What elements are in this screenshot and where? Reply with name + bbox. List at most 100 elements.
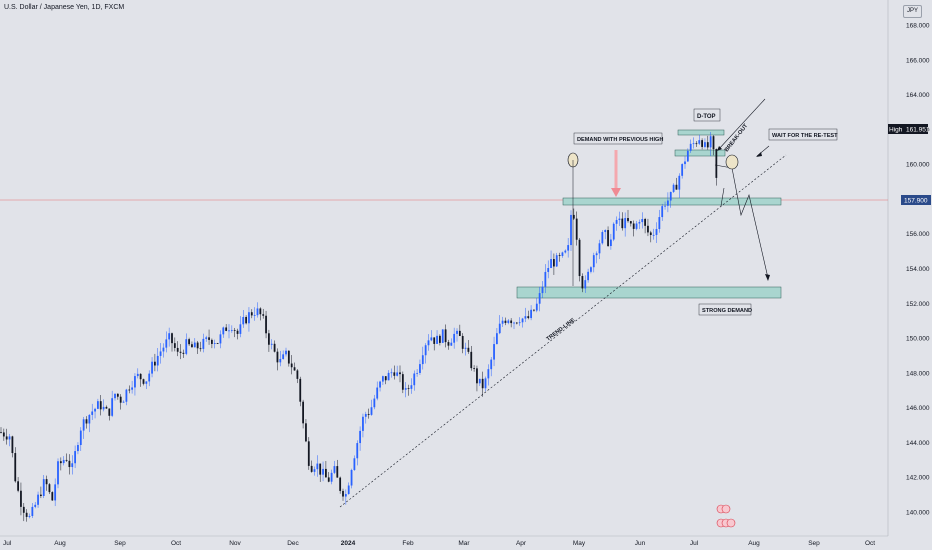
candle-body [2,432,5,437]
chart-title: U.S. Dollar / Japanese Yen, 1D, FXCM [4,4,125,11]
demand-previous-high-box [573,132,663,145]
candle-body [248,312,250,324]
candle-body [108,408,111,416]
candle-body [607,230,609,247]
candle-body [45,479,48,485]
candle-body [14,453,17,482]
candle-body [629,221,632,224]
candle-body [91,411,94,415]
demand-zone[interactable] [562,197,782,206]
candle-body [601,232,604,244]
candle-body [544,271,547,287]
candle-body [256,308,259,316]
candle-body [171,333,173,344]
candle-body [159,351,162,356]
candle-body [382,376,384,382]
candle-body [350,469,353,486]
candle-body [25,512,28,517]
candle-body [555,255,558,267]
candle-body [162,347,165,352]
strong-demand-box [698,303,752,316]
event-icons[interactable] [716,504,736,528]
candle-body [342,490,344,497]
candle-body [151,361,153,374]
price-tick-label: 146.000 [906,405,930,412]
candle-body [496,333,498,345]
candle-body [584,280,587,289]
candle-body [279,358,282,363]
candle-body [441,329,444,343]
candle-body [0,431,2,433]
red-arrow-head [611,188,621,197]
candle-body [638,222,641,224]
candle-body [34,504,37,507]
candle-body [259,308,262,315]
candle-body [427,340,430,346]
candle-body [114,393,116,399]
candle-body [450,342,453,346]
candle-body [296,370,299,379]
time-tick-label: Nov [229,540,241,547]
candle-body [410,385,413,389]
candle-body [399,372,401,375]
time-tick-label: Aug [54,540,66,547]
candle-body [339,477,342,491]
time-tick-label: Jun [635,540,646,547]
candle-body [219,334,222,344]
d-top-zone[interactable] [677,129,725,136]
high-price-tag-bg [888,124,928,134]
candle-body [689,143,692,151]
candle-body [695,143,698,145]
candle-body [684,161,686,165]
candle-body [598,243,601,254]
candle-body [701,140,703,147]
candle-body [675,184,678,190]
candle-body [424,345,427,356]
currency-selector[interactable]: JPY [903,5,922,18]
candle-body [228,330,230,332]
wait-retest-box [768,128,838,141]
candle-body [165,339,168,348]
candle-body [54,484,57,501]
candle-body [407,388,410,389]
candle-body [185,339,188,354]
projection-arrowhead [765,274,770,281]
trend-line-label: TREND-LINE [546,317,577,342]
candle-body [561,252,564,256]
candle-body [524,316,527,319]
candle-body [362,416,364,431]
candle-body [635,223,638,229]
price-tick-label: 150.000 [906,336,930,343]
candle-body [134,376,136,388]
candle-body [578,239,581,277]
candle-body [550,259,552,269]
candle-body [336,466,339,478]
candle-body [530,309,532,319]
candle-body [322,468,324,475]
candle-body [31,506,34,516]
candle-body [139,373,142,380]
candle-body [533,309,535,311]
candle-body [547,268,550,272]
candle-body [353,458,356,470]
candle-body [624,218,627,229]
current-price-tag-bg [901,195,931,205]
candle-body [302,401,304,424]
candle-body [706,142,709,148]
second-top-zone[interactable] [674,149,726,157]
candle-body [142,379,145,384]
wait-retest-label: WAIT FOR THE RE-TEST [772,133,838,139]
candle-body [715,149,718,178]
candle-body [287,350,290,364]
candle-body [507,320,510,323]
trend-line[interactable] [339,154,787,508]
candle-body [62,459,65,464]
price-tick-label: 142.000 [906,475,930,482]
strong-demand-zone[interactable] [516,286,782,299]
retest-ellipse [725,154,739,170]
candle-body [99,401,102,410]
candle-body [145,381,148,384]
candle-body [470,351,473,369]
candle-body [17,481,19,491]
